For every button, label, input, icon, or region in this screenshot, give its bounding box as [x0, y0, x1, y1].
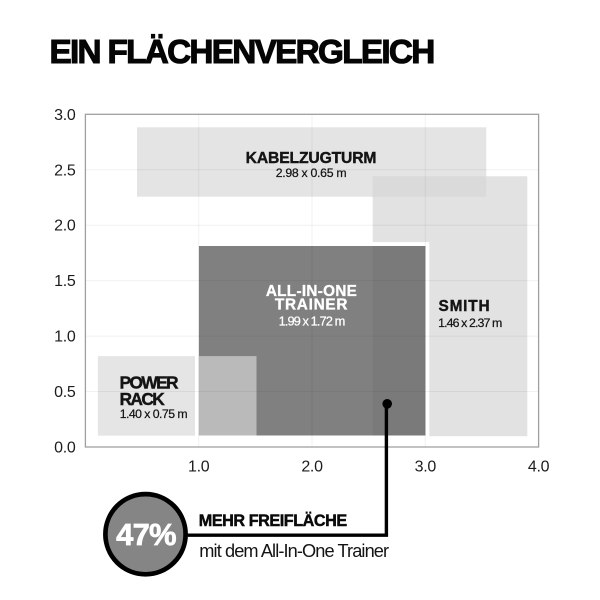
svg-text:TRAINER: TRAINER	[275, 297, 348, 314]
svg-text:ALL-IN-ONE: ALL-IN-ONE	[266, 283, 357, 300]
svg-text:mit dem All-In-One Trainer: mit dem All-In-One Trainer	[199, 541, 389, 561]
svg-text:1.99 x 1.72 m: 1.99 x 1.72 m	[279, 313, 345, 328]
svg-text:1.46 x 2.37 m: 1.46 x 2.37 m	[438, 316, 502, 330]
svg-text:4.0: 4.0	[528, 458, 550, 475]
svg-text:3.0: 3.0	[415, 458, 437, 475]
svg-text:2.98 x 0.65 m: 2.98 x 0.65 m	[276, 166, 347, 180]
svg-text:1.0: 1.0	[188, 458, 210, 475]
svg-text:2.0: 2.0	[54, 218, 76, 235]
svg-text:3.0: 3.0	[54, 107, 76, 124]
svg-text:0.0: 0.0	[54, 440, 76, 457]
svg-text:1.40 x 0.75 m: 1.40 x 0.75 m	[120, 407, 188, 421]
svg-text:EIN FLÄCHENVERGLEICH: EIN FLÄCHENVERGLEICH	[50, 34, 434, 71]
svg-text:0.5: 0.5	[54, 384, 76, 401]
svg-text:SMITH: SMITH	[439, 298, 491, 315]
svg-text:1.0: 1.0	[54, 329, 76, 346]
svg-text:KABELZUGTURM: KABELZUGTURM	[246, 150, 377, 167]
svg-text:2.0: 2.0	[301, 458, 323, 475]
svg-text:47%: 47%	[116, 517, 176, 552]
svg-text:2.5: 2.5	[54, 162, 76, 179]
svg-text:MEHR FREIFLÄCHE: MEHR FREIFLÄCHE	[199, 512, 348, 530]
svg-text:RACK: RACK	[120, 389, 166, 409]
svg-text:POWER: POWER	[120, 373, 180, 393]
svg-text:1.5: 1.5	[54, 273, 76, 290]
